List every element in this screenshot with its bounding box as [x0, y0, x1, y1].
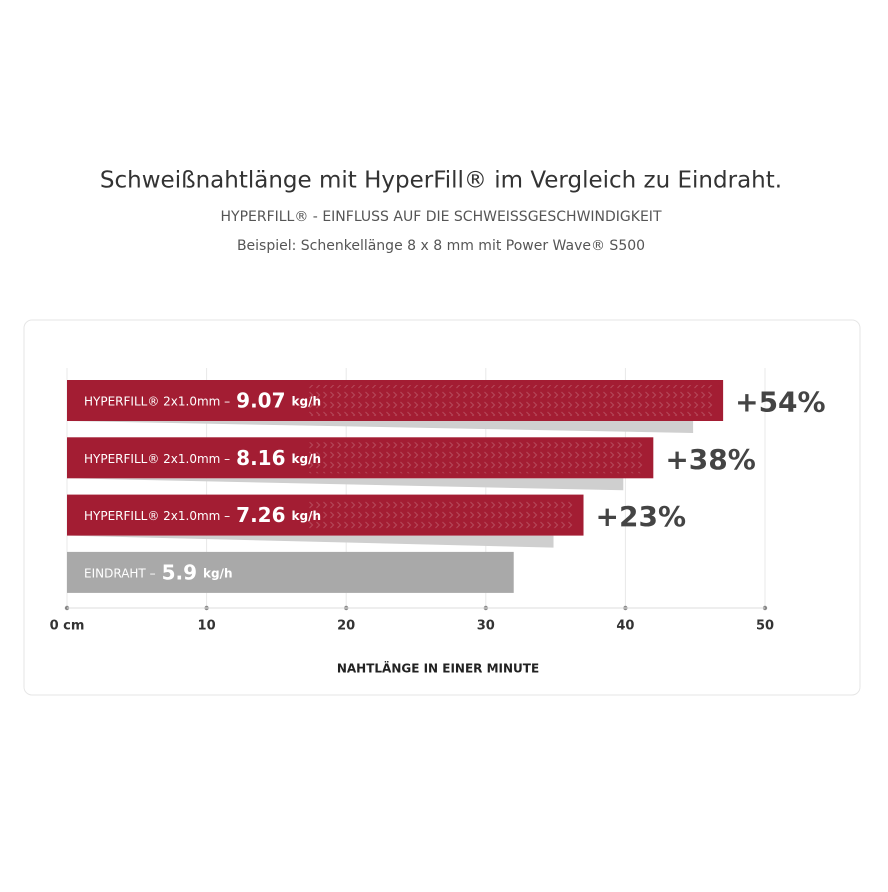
bar-pattern [307, 442, 644, 474]
rate-unit: kg/h [292, 451, 322, 465]
note: Beispiel: Schenkellänge 8 x 8 mm mit Pow… [237, 238, 645, 254]
x-tick-label: 0 cm [50, 619, 85, 634]
bar-label: HYPERFILL® 2x1.0mm – 8.16 kg/h [84, 445, 321, 469]
title: Schweißnahtlänge mit HyperFill® im Vergl… [100, 168, 782, 194]
bar-shadow [67, 421, 694, 433]
rate-value: 9.07 [236, 388, 285, 412]
category-label: HYPERFILL® 2x1.0mm – [84, 451, 230, 465]
bar-label: HYPERFILL® 2x1.0mm – 9.07 kg/h [84, 388, 321, 412]
gain-label: +23% [596, 500, 686, 533]
rate-unit: kg/h [203, 566, 233, 580]
bar-shadow [67, 535, 554, 548]
rate-value: 5.9 [162, 560, 197, 584]
rate-unit: kg/h [292, 394, 322, 408]
category-label: EINDRAHT – [84, 566, 156, 580]
x-tick-label: 40 [616, 619, 634, 634]
rate-unit: kg/h [292, 509, 322, 523]
x-tick-label: 20 [337, 619, 355, 634]
x-tick-label: 10 [198, 619, 216, 634]
rate-value: 8.16 [236, 445, 285, 469]
bar-label: EINDRAHT – 5.9 kg/h [84, 560, 233, 584]
category-label: HYPERFILL® 2x1.0mm – [84, 509, 230, 523]
gain-label: +54% [735, 386, 825, 419]
bar-pattern [307, 385, 714, 416]
category-label: HYPERFILL® 2x1.0mm – [84, 394, 230, 408]
bar-pattern [307, 499, 574, 531]
bar [67, 551, 514, 593]
rate-value: 7.26 [236, 503, 285, 527]
subtitle: HYPERFILL® - EINFLUSS AUF DIE SCHWEISSGE… [220, 209, 661, 225]
bar-shadow [67, 478, 624, 491]
x-tick-label: 30 [477, 619, 495, 634]
gain-label: +38% [665, 443, 755, 476]
bar-label: HYPERFILL® 2x1.0mm – 7.26 kg/h [84, 503, 321, 527]
plot: 0 cm 10 20 30 40 50 NAHTLÄNGE IN EINER MINUTE H… [50, 368, 826, 676]
x-tick-label: 50 [756, 619, 774, 634]
x-axis-title: NAHTLÄNGE IN EINER MINUTE [337, 661, 539, 676]
